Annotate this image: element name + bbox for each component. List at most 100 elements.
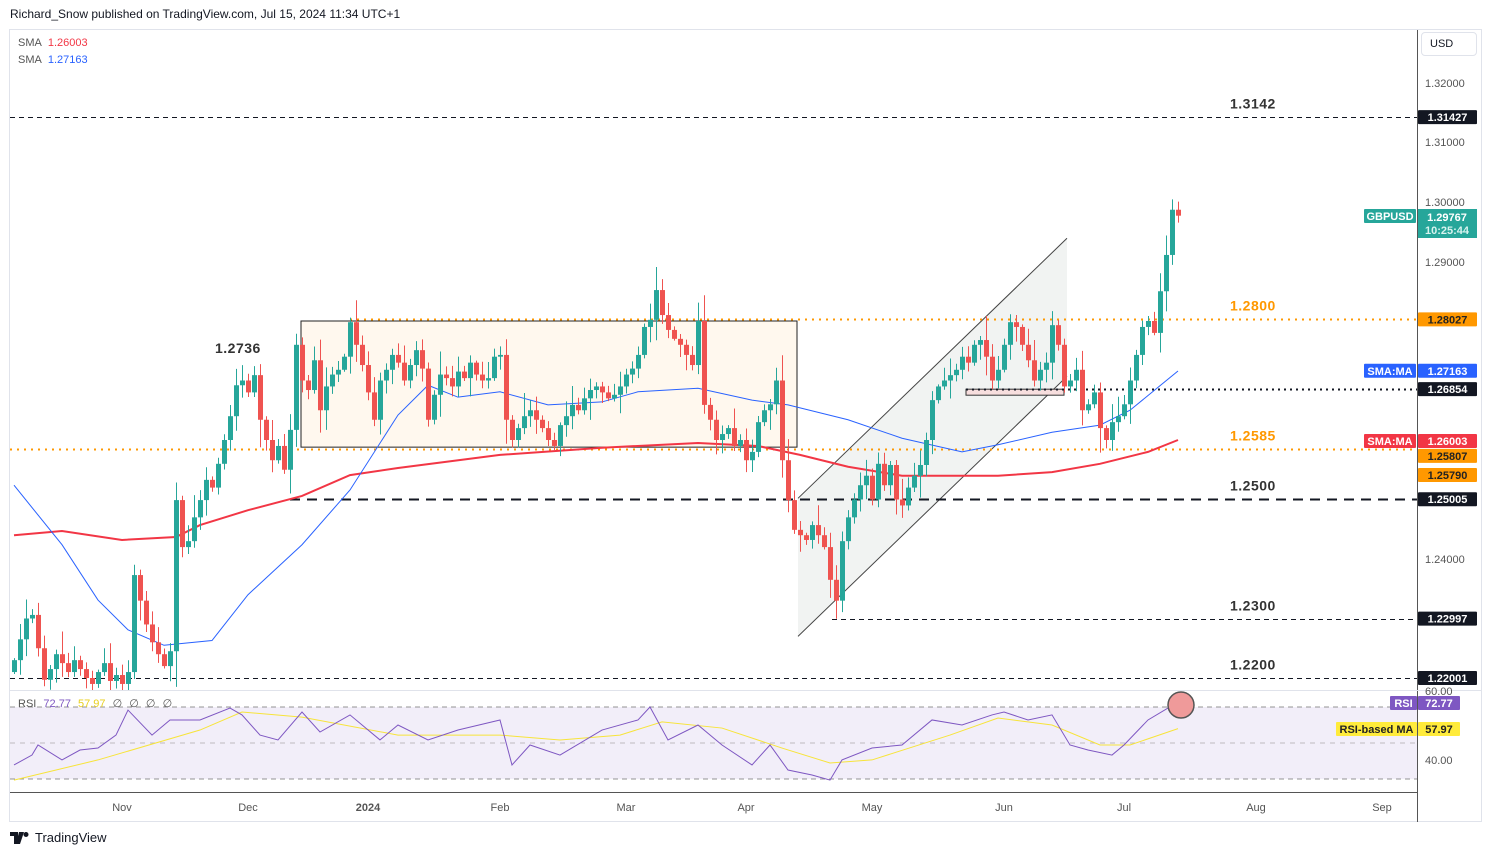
- candle: [48, 665, 53, 690]
- candle-body: [492, 356, 497, 379]
- candle-body: [360, 344, 365, 366]
- candle-body: [822, 535, 827, 548]
- candle-body: [600, 386, 605, 393]
- candle-body: [246, 380, 251, 393]
- candle: [894, 459, 899, 515]
- candle: [522, 392, 527, 435]
- candle: [858, 472, 863, 512]
- candle: [1110, 404, 1115, 451]
- candle: [756, 415, 761, 458]
- candle-body: [438, 374, 443, 395]
- candle-body: [354, 322, 359, 345]
- candle: [96, 669, 101, 688]
- candle-body: [882, 463, 887, 486]
- candle: [1140, 320, 1145, 365]
- candle-body: [1044, 362, 1049, 370]
- candle: [186, 525, 191, 554]
- candle: [42, 635, 47, 687]
- candle: [1080, 350, 1085, 426]
- legend-sma-short[interactable]: SMA 1.27163: [18, 52, 88, 69]
- candle: [930, 391, 935, 455]
- candle: [1074, 357, 1079, 392]
- legend-label: SMA: [18, 37, 42, 49]
- candle-body: [798, 529, 803, 536]
- candle-body: [966, 356, 971, 363]
- candle-body: [558, 425, 563, 446]
- candle: [672, 326, 677, 341]
- candle-body: [210, 479, 215, 488]
- candle-body: [990, 356, 995, 381]
- candle-body: [996, 369, 1001, 381]
- candle: [438, 351, 443, 417]
- candle: [666, 303, 671, 339]
- candle: [192, 495, 197, 548]
- candle-body: [738, 440, 743, 446]
- candle-body: [102, 663, 107, 673]
- candle-body: [654, 290, 659, 320]
- candle-body: [1164, 254, 1169, 292]
- candle-body: [1146, 321, 1151, 327]
- candle: [870, 468, 875, 506]
- price-tick-label: 1.29000: [1425, 257, 1465, 269]
- candle: [738, 434, 743, 453]
- candle: [504, 339, 509, 444]
- candle: [1092, 384, 1097, 409]
- candle-body: [132, 575, 137, 673]
- candle-body: [618, 386, 623, 395]
- candle-body: [726, 428, 731, 435]
- candle-body: [696, 321, 701, 366]
- candle: [270, 420, 275, 473]
- candle: [168, 643, 173, 682]
- level-label: 1.2200: [1230, 657, 1276, 673]
- indicator-legend: SMA 1.26003 SMA 1.27163: [18, 35, 88, 69]
- rsi-legend[interactable]: RSI 72.77 57.97 ∅ ∅ ∅ ∅: [18, 697, 172, 710]
- candle-body: [1002, 344, 1007, 370]
- candle: [1008, 314, 1013, 360]
- candle-body: [894, 464, 899, 500]
- candle-body: [1026, 344, 1031, 361]
- candle: [1002, 338, 1007, 373]
- candle: [828, 532, 833, 598]
- candle-body: [834, 579, 839, 601]
- candle: [600, 381, 605, 403]
- candle-body: [222, 440, 227, 464]
- candle-body: [1176, 209, 1181, 216]
- candle-body: [1170, 209, 1175, 255]
- candle-body: [174, 500, 179, 652]
- candle: [426, 362, 431, 427]
- candle-body: [906, 487, 911, 506]
- candle-body: [480, 374, 485, 381]
- sma-long-line: [13, 439, 1179, 541]
- swing-high-label: 1.2736: [215, 340, 261, 356]
- price-tag: 1.22001: [1428, 673, 1468, 685]
- candle-body: [744, 440, 749, 461]
- candle: [1050, 311, 1055, 380]
- candle: [468, 355, 473, 397]
- level-label: 1.2500: [1230, 478, 1276, 494]
- candle-body: [474, 362, 479, 375]
- candle-body: [576, 404, 581, 411]
- tradingview-logo[interactable]: TradingView: [10, 830, 107, 845]
- legend-sma-long[interactable]: SMA 1.26003: [18, 35, 88, 52]
- candle-body: [300, 344, 305, 381]
- candle: [618, 371, 623, 414]
- candle: [1056, 319, 1061, 351]
- time-tick-label: Mar: [617, 802, 636, 814]
- candle-body: [450, 378, 455, 387]
- currency-button[interactable]: USD: [1421, 32, 1477, 56]
- tradingview-logo-icon: [10, 831, 29, 844]
- last-price: 1.29767: [1427, 212, 1467, 224]
- price-tag-bg: [1418, 492, 1477, 507]
- candle: [462, 365, 467, 382]
- time-tick-label: Feb: [491, 802, 510, 814]
- candle: [546, 421, 551, 446]
- candle: [726, 425, 731, 439]
- price-tag: 1.28027: [1428, 314, 1468, 326]
- candle-body: [1050, 325, 1055, 363]
- candle-body: [444, 374, 449, 379]
- candle: [264, 416, 269, 451]
- candle: [1122, 395, 1127, 420]
- candle-body: [78, 660, 83, 670]
- candle: [918, 450, 923, 498]
